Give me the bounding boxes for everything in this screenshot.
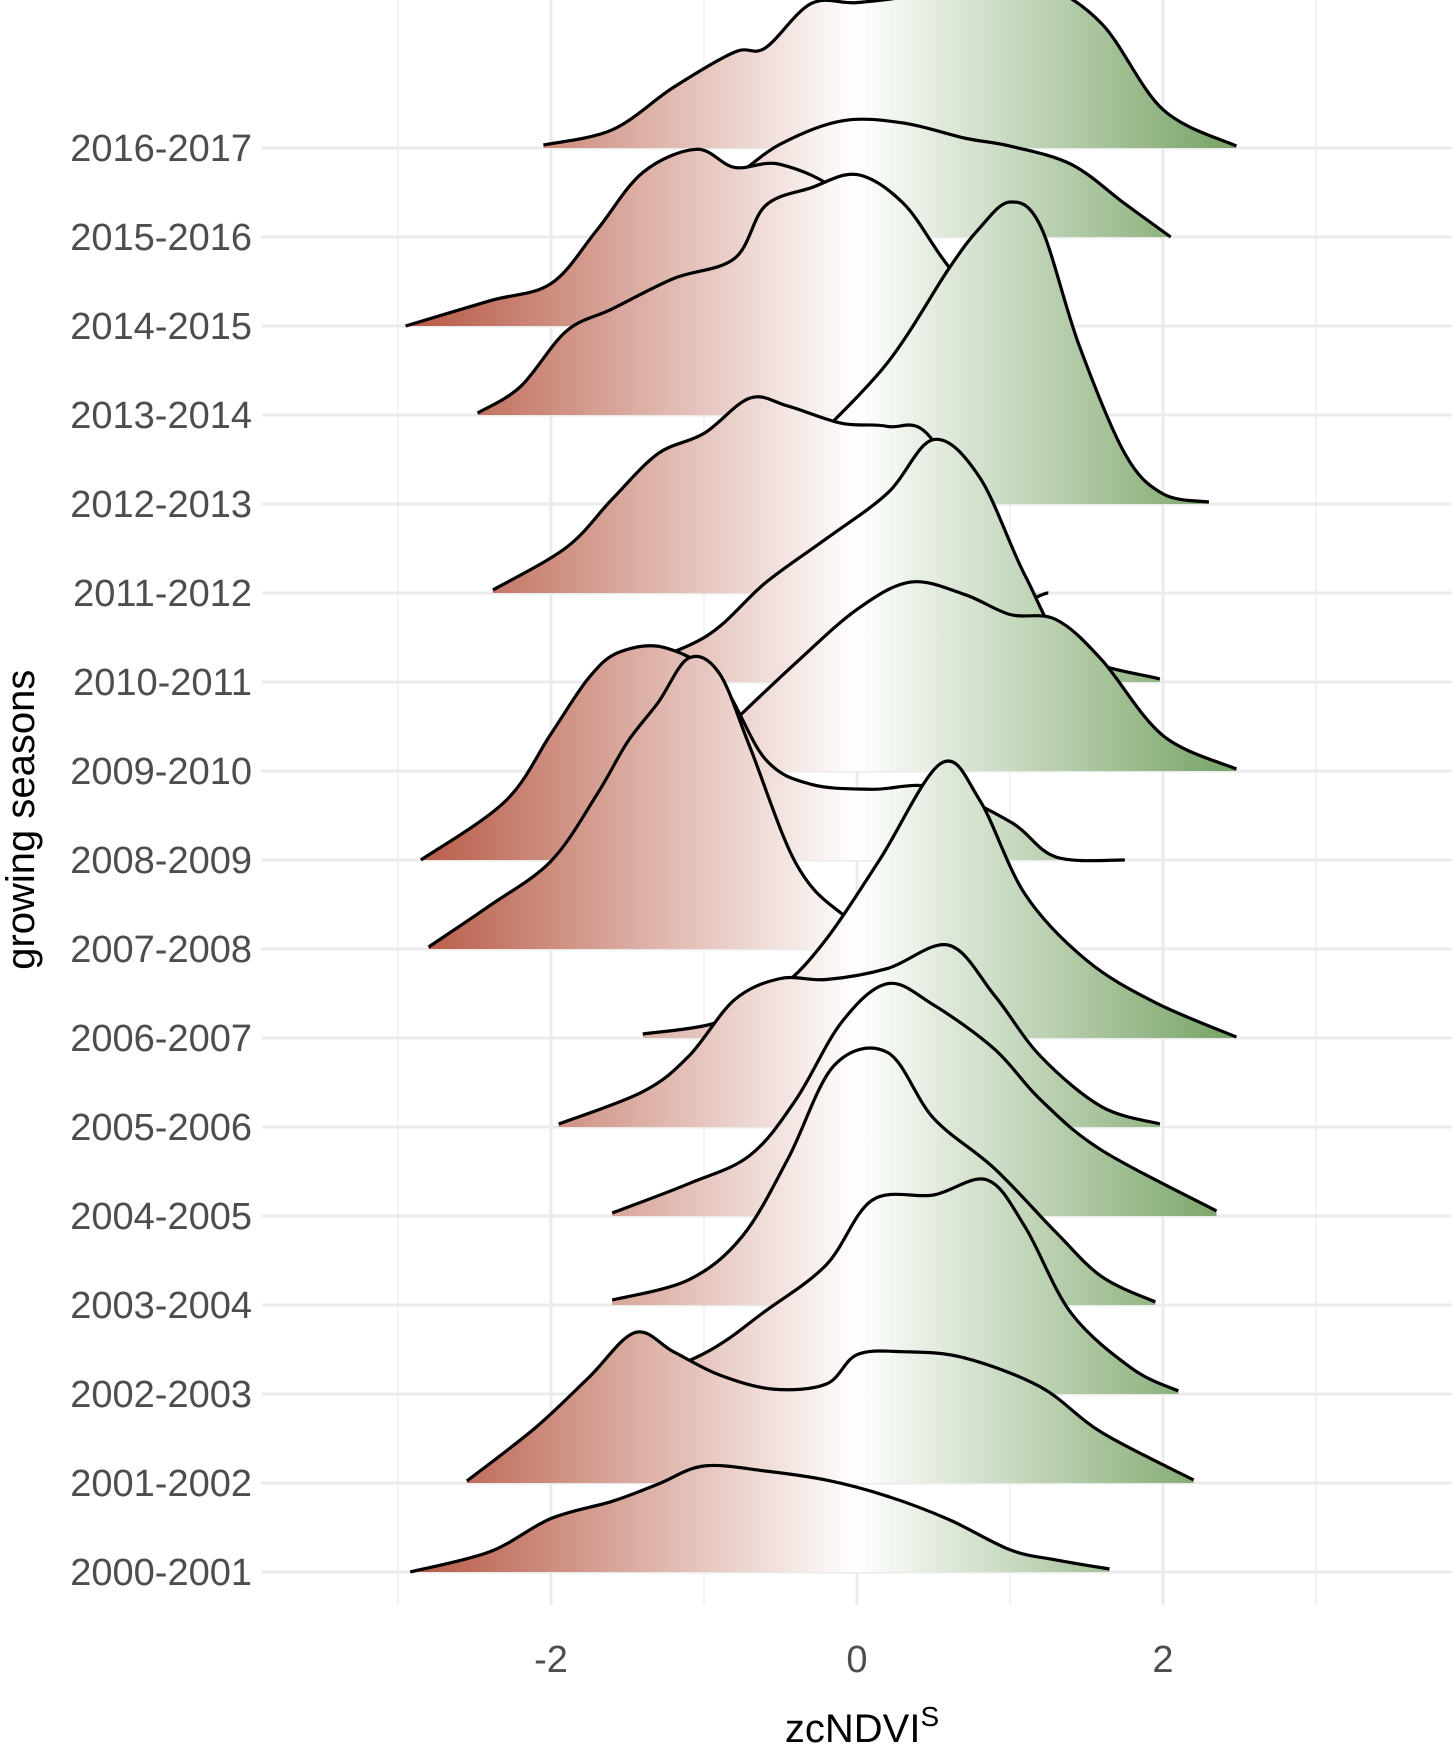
ridge-line-2016-2017	[543, 0, 1238, 148]
y-tick-label: 2013-2014	[70, 395, 252, 437]
ridge-line-2013-2014	[476, 172, 978, 415]
y-tick-label: 2007-2008	[70, 929, 252, 971]
y-tick-label: 2010-2011	[73, 662, 252, 704]
x-axis-title-superscript: S	[920, 1701, 939, 1732]
y-axis-title: growing seasons	[0, 670, 43, 970]
ridge-line-2000-2001	[409, 1463, 1110, 1574]
ridge-fill-2007-2008	[428, 656, 965, 949]
ridge-line-2012-2013	[809, 200, 1210, 504]
y-tick-label: 2002-2003	[70, 1374, 252, 1416]
x-axis-title: zcNDVIS	[785, 1701, 939, 1744]
y-tick-label: 2016-2017	[70, 128, 252, 170]
ridge-fill-2001-2002	[466, 1331, 1194, 1483]
y-tick-label: 2005-2006	[70, 1107, 252, 1149]
ridge-line-2001-2002	[465, 1330, 1195, 1483]
y-tick-label: 2004-2005	[70, 1196, 252, 1238]
ridge-line-2007-2008	[427, 654, 965, 949]
y-tick-label: 2009-2010	[70, 751, 252, 793]
x-axis-title-main: zcNDVI	[785, 1707, 921, 1744]
ridge-fill-2006-2007	[642, 760, 1237, 1038]
x-tick-label: -2	[534, 1639, 568, 1681]
ridges	[405, 0, 1238, 1574]
y-tick-label: 2003-2004	[70, 1285, 252, 1327]
ridge-line-2009-2010	[733, 580, 1238, 771]
ridge-line-2004-2005	[611, 981, 1218, 1215]
y-tick-label: 2012-2013	[70, 484, 252, 526]
y-tick-label: 2011-2012	[73, 573, 252, 615]
ridge-fill-2016-2017	[543, 0, 1237, 148]
y-tick-label: 2006-2007	[70, 1018, 252, 1060]
y-tick-label: 2001-2002	[70, 1463, 252, 1505]
ridge-fill-2013-2014	[477, 174, 977, 415]
ridge-line-2005-2006	[558, 943, 1161, 1126]
x-tick-label: 0	[846, 1639, 867, 1681]
ridge-fill-2000-2001	[410, 1465, 1110, 1572]
ridge-line-2003-2004	[611, 1046, 1156, 1304]
ridge-fill-2002-2003	[612, 1178, 1179, 1394]
y-tick-label: 2014-2015	[70, 306, 252, 348]
ridge-line-2002-2003	[611, 1177, 1179, 1393]
x-tick-label: 2	[1152, 1639, 1173, 1681]
y-tick-labels: 2000-2001 2001-2002 2002-2003 2003-2004 2004…	[70, 128, 252, 1594]
y-tick-label: 2015-2016	[70, 217, 252, 259]
ridge-fill-2009-2010	[734, 581, 1237, 771]
y-tick-label: 2008-2009	[70, 840, 252, 882]
y-tick-label: 2000-2001	[70, 1552, 252, 1594]
x-tick-labels: -2 0 2	[534, 1639, 1173, 1681]
